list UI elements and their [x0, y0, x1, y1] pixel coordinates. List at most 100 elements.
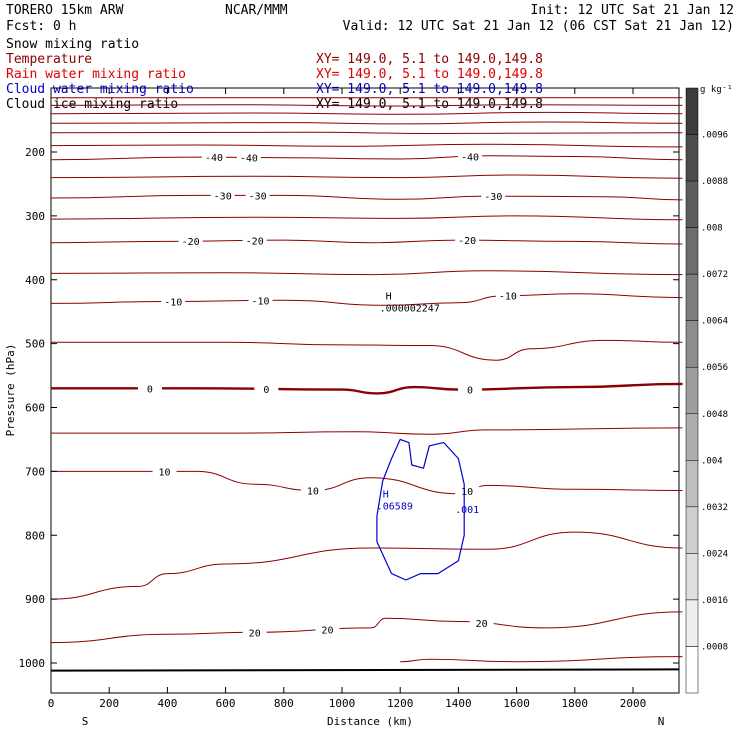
- colorbar-tick-label: .0064: [701, 317, 728, 327]
- contour-label-bg: [201, 151, 226, 164]
- ground-line: [50, 668, 680, 672]
- center-title: NCAR/MMM: [225, 3, 288, 18]
- temperature-contours: -40 -40 -40 -30 -30 -30 -20 -20 -20 -10 -10 -10 0 0 0 1…: [50, 97, 683, 672]
- y-tick-label: 500: [25, 338, 45, 351]
- legend-item: Cloud water mixing ratio: [6, 82, 194, 97]
- x-end-label-left: S: [82, 715, 89, 728]
- contour-label-bg: [161, 295, 186, 308]
- y-tick-label: 600: [25, 402, 45, 415]
- temperature-contour: [51, 339, 683, 361]
- temperature-contour: [50, 531, 683, 600]
- contour-label: 0: [147, 384, 153, 395]
- contour-label: -40: [461, 152, 479, 163]
- colorbar-swatch: [685, 646, 699, 694]
- colorbar-swatch: [685, 320, 699, 368]
- colorbar-swatch: [685, 599, 699, 647]
- y-tick-label: 800: [25, 529, 45, 542]
- legend-item: Snow mixing ratio: [6, 37, 139, 52]
- high-value: .06589: [377, 502, 413, 513]
- temperature-contour: [50, 143, 683, 148]
- contour-label-bg: [254, 382, 279, 395]
- contour-label-bg: [458, 150, 483, 163]
- colorbar-swatch: [685, 87, 699, 135]
- colorbar-swatch: [685, 134, 699, 182]
- temperature-contour: [51, 427, 683, 435]
- x-tick-label: 200: [99, 697, 119, 710]
- colorbar-swatch: [685, 553, 699, 601]
- contour-label: -20: [246, 236, 264, 247]
- contour-label: 0: [467, 385, 473, 396]
- contour-label: 10: [307, 487, 319, 498]
- temperature-contour: [51, 382, 683, 395]
- contour-label: 20: [476, 619, 488, 630]
- contour-label: -30: [249, 191, 267, 202]
- high-value: .000002247: [380, 304, 440, 315]
- legend-item: Rain water mixing ratio: [6, 67, 186, 82]
- temperature-contour: [50, 104, 683, 107]
- contour-label: -10: [499, 292, 517, 303]
- temperature-contour: [50, 131, 683, 135]
- header: TORERO 15km ARW NCAR/MMM Init: 12 UTC Sa…: [6, 3, 734, 34]
- x-tick-label: 1400: [445, 697, 472, 710]
- x-tick-label: 1000: [329, 697, 356, 710]
- contour-label-bg: [315, 623, 340, 636]
- contour-label-bg: [455, 234, 480, 247]
- x-axis-label: Distance (km): [327, 715, 413, 728]
- contour-label: -30: [484, 192, 502, 203]
- y-tick-label: 700: [25, 465, 45, 478]
- temperature-contour: [50, 155, 683, 161]
- y-tick-label: 900: [25, 593, 45, 606]
- contour-label: -10: [164, 297, 182, 308]
- colorbar: .0096 .0088 .008 .0072 .0064 .0056 .0048 .004 .0…: [685, 85, 733, 694]
- legend-item: Cloud ice mixing ratio: [6, 97, 178, 112]
- contour-label-bg: [245, 189, 270, 202]
- colorbar-tick-label: .0032: [701, 503, 728, 513]
- colorbar-tick-label: .0072: [701, 270, 728, 280]
- contour-label-bg: [248, 294, 273, 307]
- contour-label: 20: [321, 626, 333, 637]
- temperature-contour: [50, 611, 683, 644]
- contour-label: -40: [240, 153, 258, 164]
- contour-label-bg: [137, 382, 162, 395]
- colorbar-swatch: [685, 413, 699, 461]
- contour-label-bg: [236, 151, 261, 164]
- cloud-contour-label: .001: [455, 505, 479, 516]
- init-time: Init: 12 UTC Sat 21 Jan 12: [531, 3, 735, 18]
- colorbar-tick-label: .0008: [701, 642, 728, 652]
- y-tick-label: 200: [25, 146, 45, 159]
- colorbar-tick-label: .0048: [701, 410, 728, 420]
- colorbar-tick-label: .0024: [701, 549, 728, 559]
- contour-label: 10: [158, 467, 170, 478]
- temperature-contour: [50, 470, 683, 495]
- cloud-water-contours: .001: [376, 438, 479, 581]
- colorbar-swatch: [685, 273, 699, 321]
- x-tick-label: 0: [48, 697, 55, 710]
- plot-frame: [50, 87, 680, 694]
- colorbar-swatch: [685, 180, 699, 228]
- temperature-contour: [50, 239, 683, 245]
- contour-label: 20: [249, 628, 261, 639]
- contour-label: 10: [461, 487, 473, 498]
- contour-label-bg: [469, 617, 494, 630]
- legend-xy: XY= 149.0, 5.1 to 149.0,149.8: [316, 52, 543, 67]
- temperature-contour: [50, 215, 683, 221]
- contour-label-bg: [481, 190, 506, 203]
- contour-label-bg: [458, 383, 483, 396]
- x-tick-label: 800: [274, 697, 294, 710]
- contour-label-bg: [210, 189, 235, 202]
- contour-label: -20: [182, 237, 200, 248]
- colorbar-tick-label: .0056: [701, 363, 728, 373]
- contour-label: -10: [251, 296, 269, 307]
- colorbar-swatch: [685, 460, 699, 508]
- temperature-contour: [50, 270, 683, 276]
- contour-label: -30: [214, 191, 232, 202]
- contour-label: 0: [263, 385, 269, 396]
- colorbar-tick-label: .0096: [701, 131, 728, 141]
- y-tick-label: 1000: [19, 657, 46, 670]
- colorbar-tick-label: .004: [701, 456, 723, 466]
- contour-label-bg: [495, 289, 520, 302]
- x-tick-label: 1600: [503, 697, 530, 710]
- contour-label-bg: [300, 484, 325, 497]
- legend-xy: XY= 149.0, 5.1 to 149.0,149.8: [316, 97, 543, 112]
- contour-label-bg: [178, 235, 203, 248]
